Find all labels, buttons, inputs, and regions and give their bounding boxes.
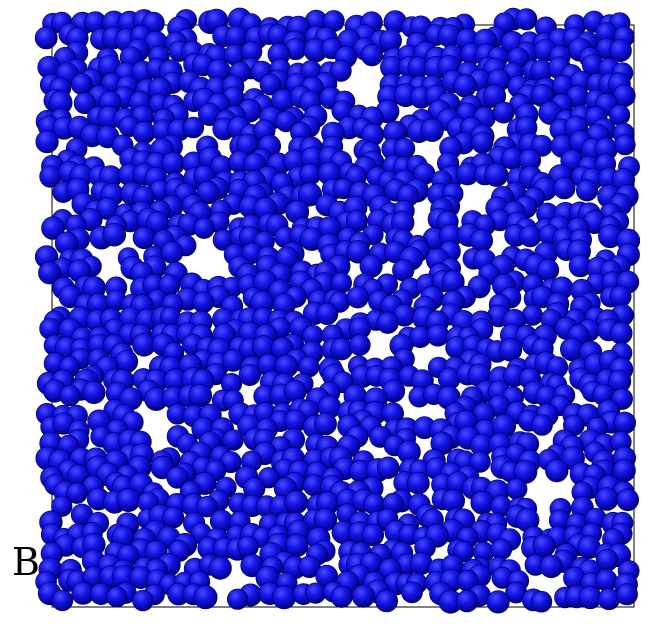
particle-cluster [34,7,641,614]
particle [455,589,479,613]
particle [401,581,423,604]
particle [236,535,259,558]
particle [515,8,538,31]
particle [329,59,352,82]
particle [553,176,576,200]
particle [259,73,282,96]
particle [132,589,154,612]
particle [490,538,513,561]
particle [539,554,563,579]
particle [530,590,553,613]
particle [297,182,322,207]
particle [609,39,632,63]
particle [616,488,640,512]
particle [594,487,619,511]
particle [377,456,400,479]
particle [492,101,515,124]
particle [51,495,73,517]
particle [275,110,297,133]
particle [192,291,214,314]
particle [193,217,215,239]
particle [498,338,523,362]
particle [106,586,128,608]
panel-label: B [12,540,40,584]
particle [315,302,339,325]
particle [471,131,494,154]
particle [59,385,81,407]
particle [360,43,384,67]
particle [361,523,384,547]
particle [132,121,156,145]
particle [595,569,618,592]
particle [486,590,510,614]
particle [346,286,369,309]
particle [376,311,399,334]
particle [82,380,106,405]
particle [299,163,322,186]
particle [330,585,353,608]
particle [484,162,509,187]
particle [41,216,65,240]
particle [196,180,220,205]
particle [284,490,309,515]
particle [469,451,491,473]
particle [615,583,638,606]
particle [519,225,542,248]
particle [132,226,156,250]
particle [238,363,261,387]
particle [406,471,430,495]
particle [208,556,232,580]
particle [102,222,126,247]
particle [613,411,637,435]
particle [51,589,74,612]
particle [160,241,184,264]
particle [609,321,633,345]
particle [196,496,218,518]
particle [38,261,62,285]
particle [222,429,244,451]
particle [116,487,141,512]
particle [314,412,337,436]
particle [470,490,495,515]
particle [348,334,371,356]
particle [545,459,569,483]
particle [182,116,205,139]
particle [35,130,59,154]
particle [305,582,327,604]
particle [426,323,450,347]
particle [227,588,249,610]
particle [73,92,96,115]
particle [420,118,444,142]
particle [453,74,477,98]
particle [614,134,636,156]
particle [532,534,556,558]
particle [193,585,218,610]
particle [162,506,185,529]
particle [34,26,58,50]
particle [575,179,598,202]
particle [166,466,189,489]
particle [531,414,553,436]
particle [330,337,353,361]
particle [66,482,88,504]
particle [375,589,399,613]
particle [188,383,213,408]
particle [505,478,528,500]
particle [272,585,297,610]
particle [351,584,375,608]
